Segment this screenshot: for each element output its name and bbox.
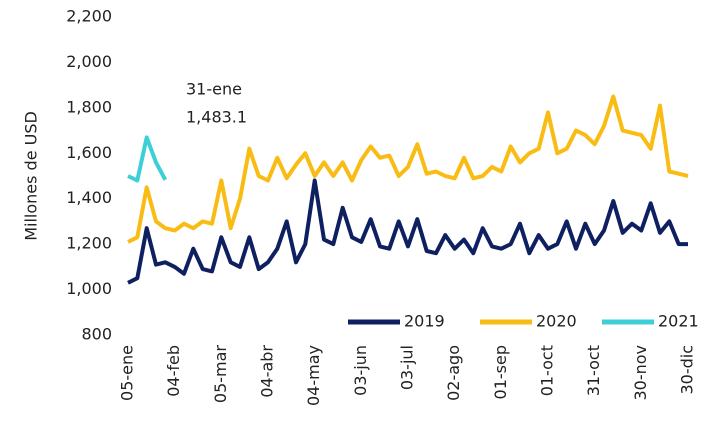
- y-tick-label: 1,600: [66, 143, 112, 162]
- y-tick-label: 1,800: [66, 97, 112, 116]
- legend-label: 2020: [536, 312, 577, 331]
- chart: Millones de USD 31-ene 1,483.1 800 1,000 1…: [0, 0, 721, 423]
- legend-label: 2019: [404, 312, 445, 331]
- y-tick-label: 1,000: [66, 279, 112, 298]
- annotation: 1,483.1: [186, 108, 247, 127]
- y-tick-label: 800: [81, 325, 112, 344]
- y-axis-title: Millones de USD: [22, 111, 41, 241]
- x-tick-label: 04-feb: [164, 345, 183, 397]
- x-tick-label: 30-nov: [631, 345, 650, 401]
- series-line: [128, 137, 165, 180]
- x-tick-label: 31-oct: [584, 345, 603, 396]
- x-tick-label: 30-dic: [678, 345, 697, 395]
- legend-label: 2021: [658, 312, 699, 331]
- x-tick-label: 04-may: [304, 345, 323, 406]
- y-tick-label: 1,200: [66, 234, 112, 253]
- x-tick-label: 04-abr: [258, 345, 277, 398]
- series-line: [128, 181, 688, 283]
- x-tick-label: 03-jul: [398, 345, 417, 390]
- y-tick-label: 2,200: [66, 7, 112, 26]
- y-tick-label: 2,000: [66, 52, 112, 71]
- x-tick-label: 03-jun: [351, 345, 370, 396]
- x-tick-label: 05-mar: [211, 345, 230, 404]
- x-tick-label: 05-ene: [118, 345, 137, 401]
- x-tick-label: 01-sep: [491, 345, 510, 399]
- x-tick-label: 02-ago: [444, 345, 463, 401]
- annotation: 31-ene: [186, 80, 242, 99]
- x-tick-label: 01-oct: [538, 345, 557, 396]
- y-tick-label: 1,400: [66, 188, 112, 207]
